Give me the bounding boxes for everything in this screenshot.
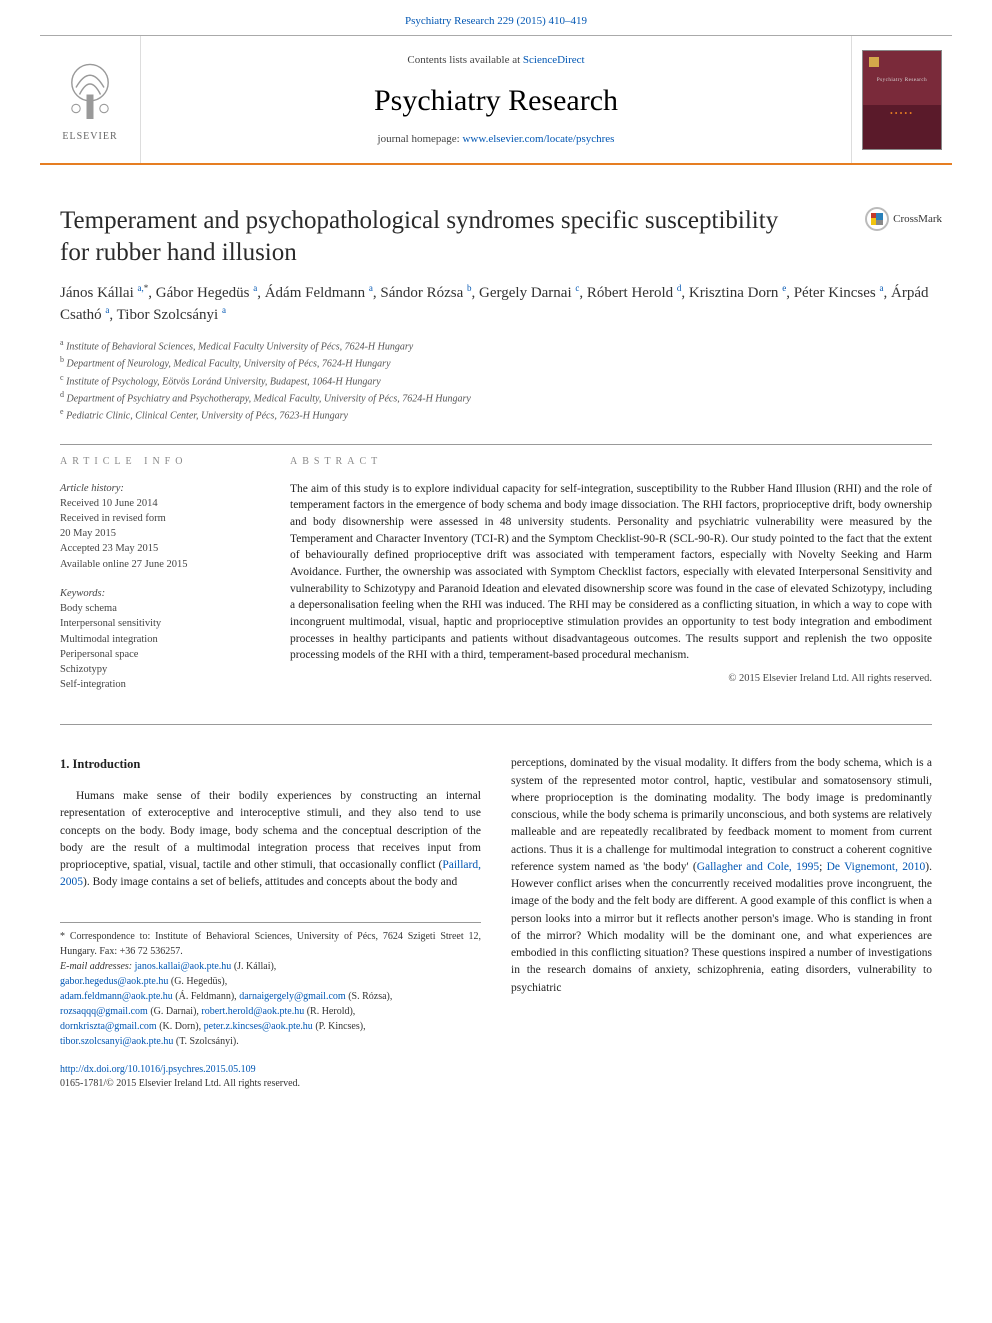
body-column-left: 1. Introduction Humans make sense of the… xyxy=(60,755,481,1048)
running-header: Psychiatry Research 229 (2015) 410–419 xyxy=(0,0,992,35)
journal-cover-icon: Psychiatry Research ••••• xyxy=(862,50,942,150)
email-link[interactable]: rozsaqqq@gmail.com xyxy=(60,1006,148,1017)
homepage-line: journal homepage: www.elsevier.com/locat… xyxy=(378,132,615,147)
crossmark-icon xyxy=(865,207,889,231)
article-title: Temperament and psychopathological syndr… xyxy=(60,205,932,268)
divider xyxy=(60,444,932,445)
keyword-item: Interpersonal sensitivity xyxy=(60,616,260,631)
keywords-block: Keywords: Body schemaInterpersonal sensi… xyxy=(60,586,260,693)
cover-title: Psychiatry Research xyxy=(863,77,941,84)
keyword-item: Body schema xyxy=(60,601,260,616)
email-who: (Á. Feldmann), xyxy=(173,991,239,1002)
affiliation-item: a Institute of Behavioral Sciences, Medi… xyxy=(60,337,932,354)
email-who: (P. Kincses), xyxy=(313,1021,366,1032)
keyword-item: Self-integration xyxy=(60,677,260,692)
keyword-item: Peripersonal space xyxy=(60,647,260,662)
abstract-text: The aim of this study is to explore indi… xyxy=(290,481,932,664)
article-header: CrossMark Temperament and psychopatholog… xyxy=(60,205,932,725)
body-paragraph: perceptions, dominated by the visual mod… xyxy=(511,755,932,997)
citation-link[interactable]: Gallagher and Cole, 1995 xyxy=(697,861,819,873)
journal-cover-thumb[interactable]: Psychiatry Research ••••• xyxy=(852,36,952,163)
abstract-heading: ABSTRACT xyxy=(290,455,932,469)
article-info-column: ARTICLE INFO Article history: Received 1… xyxy=(60,455,260,707)
masthead: ELSEVIER Contents lists available at Sci… xyxy=(40,35,952,165)
issn-copyright: 0165-1781/© 2015 Elsevier Ireland Ltd. A… xyxy=(60,1078,300,1089)
email-addresses: E-mail addresses: janos.kallai@aok.pte.h… xyxy=(60,959,481,1049)
history-label: Article history: xyxy=(60,481,260,496)
elsevier-tree-icon xyxy=(55,56,125,126)
email-who: (T. Szolcsányi). xyxy=(173,1036,238,1047)
crossmark-badge[interactable]: CrossMark xyxy=(865,207,942,231)
running-header-link[interactable]: Psychiatry Research 229 (2015) 410–419 xyxy=(405,15,587,27)
email-link[interactable]: peter.z.kincses@aok.pte.hu xyxy=(204,1021,313,1032)
body-text: ; xyxy=(819,861,826,873)
email-who: (K. Dorn), xyxy=(157,1021,204,1032)
citation-link[interactable]: De Vignemont, 2010 xyxy=(827,861,926,873)
keyword-item: Multimodal integration xyxy=(60,632,260,647)
email-who: (G. Darnai), xyxy=(148,1006,202,1017)
masthead-center: Contents lists available at ScienceDirec… xyxy=(140,36,852,163)
history-line: Received 10 June 2014 xyxy=(60,496,260,511)
affiliation-list: a Institute of Behavioral Sciences, Medi… xyxy=(60,337,932,424)
keyword-item: Schizotypy xyxy=(60,662,260,677)
journal-name: Psychiatry Research xyxy=(374,80,618,122)
email-link[interactable]: dornkriszta@gmail.com xyxy=(60,1021,157,1032)
footnotes: * Correspondence to: Institute of Behavi… xyxy=(60,922,481,1049)
journal-homepage-link[interactable]: www.elsevier.com/locate/psychres xyxy=(462,133,614,145)
body-text: Humans make sense of their bodily experi… xyxy=(60,790,481,871)
affiliation-item: e Pediatric Clinic, Clinical Center, Uni… xyxy=(60,406,932,423)
abstract-column: ABSTRACT The aim of this study is to exp… xyxy=(290,455,932,707)
email-link[interactable]: darnaigergely@gmail.com xyxy=(239,991,346,1002)
history-line: Received in revised form xyxy=(60,511,260,526)
body-text: ). However conflict arises when the conc… xyxy=(511,861,932,994)
affiliation-item: d Department of Psychiatry and Psychothe… xyxy=(60,389,932,406)
elsevier-logo[interactable]: ELSEVIER xyxy=(40,36,140,163)
section-heading-intro: 1. Introduction xyxy=(60,755,481,774)
crossmark-label: CrossMark xyxy=(893,212,942,227)
body-columns: 1. Introduction Humans make sense of the… xyxy=(60,755,932,1048)
history-line: Available online 27 June 2015 xyxy=(60,557,260,572)
contents-line: Contents lists available at ScienceDirec… xyxy=(407,53,584,68)
body-text: perceptions, dominated by the visual mod… xyxy=(511,757,932,873)
contents-prefix: Contents lists available at xyxy=(407,54,522,66)
email-who: (R. Herold), xyxy=(304,1006,355,1017)
email-who: (S. Rózsa), xyxy=(346,991,393,1002)
keywords-label: Keywords: xyxy=(60,586,260,601)
email-who: (G. Hegedüs), xyxy=(168,976,227,987)
affiliation-item: b Department of Neurology, Medical Facul… xyxy=(60,354,932,371)
doi-block: http://dx.doi.org/10.1016/j.psychres.201… xyxy=(60,1063,932,1091)
body-paragraph: Humans make sense of their bodily experi… xyxy=(60,788,481,892)
article-info-heading: ARTICLE INFO xyxy=(60,455,260,469)
sciencedirect-link[interactable]: ScienceDirect xyxy=(523,54,585,66)
email-who: (J. Kállai), xyxy=(231,961,276,972)
article-history: Article history: Received 10 June 2014Re… xyxy=(60,481,260,572)
email-link[interactable]: tibor.szolcsanyi@aok.pte.hu xyxy=(60,1036,173,1047)
email-link[interactable]: gabor.hegedus@aok.pte.hu xyxy=(60,976,168,987)
cover-dots-icon: ••••• xyxy=(863,108,941,119)
email-link[interactable]: janos.kallai@aok.pte.hu xyxy=(135,961,232,972)
email-link[interactable]: adam.feldmann@aok.pte.hu xyxy=(60,991,173,1002)
body-column-right: perceptions, dominated by the visual mod… xyxy=(511,755,932,1048)
correspondence-note: * Correspondence to: Institute of Behavi… xyxy=(60,929,481,959)
doi-link[interactable]: http://dx.doi.org/10.1016/j.psychres.201… xyxy=(60,1064,256,1075)
elsevier-wordmark: ELSEVIER xyxy=(62,130,117,144)
homepage-prefix: journal homepage: xyxy=(378,133,463,145)
divider xyxy=(60,724,932,725)
history-line: Accepted 23 May 2015 xyxy=(60,541,260,556)
copyright-line: © 2015 Elsevier Ireland Ltd. All rights … xyxy=(290,672,932,687)
meta-row: ARTICLE INFO Article history: Received 1… xyxy=(60,455,932,707)
body-text: ). Body image contains a set of beliefs,… xyxy=(83,876,457,888)
email-label: E-mail addresses: xyxy=(60,961,135,972)
affiliation-item: c Institute of Psychology, Eötvös Loránd… xyxy=(60,372,932,389)
email-link[interactable]: robert.herold@aok.pte.hu xyxy=(201,1006,304,1017)
author-list: János Kállai a,*, Gábor Hegedüs a, Ádám … xyxy=(60,282,932,327)
history-line: 20 May 2015 xyxy=(60,526,260,541)
